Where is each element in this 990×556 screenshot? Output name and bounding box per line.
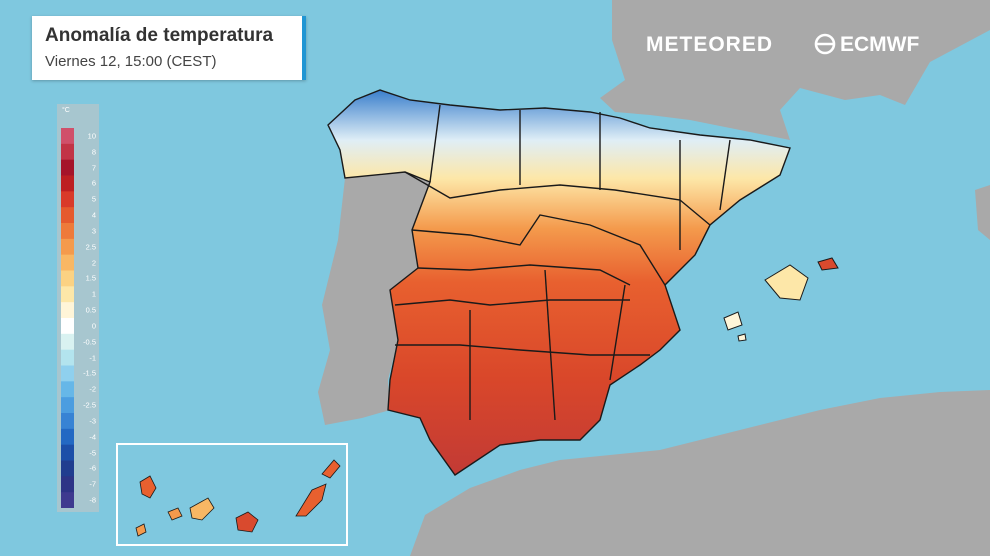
ecmwf-logo: ECMWF — [840, 33, 920, 56]
legend-swatch — [61, 365, 74, 382]
legend-label: 5 — [91, 194, 96, 204]
legend-swatch — [61, 175, 74, 192]
legend-swatch — [61, 191, 74, 208]
land-portugal — [318, 172, 430, 425]
legend-label: -0.5 — [83, 337, 96, 347]
legend-label: 0 — [91, 321, 96, 331]
legend-label: 1.5 — [85, 273, 96, 283]
legend-swatch — [61, 270, 74, 287]
ecmwf-logo-icon — [814, 33, 836, 55]
region-borders — [394, 104, 731, 421]
land-north-africa — [410, 390, 990, 556]
legend-label: -1.5 — [83, 368, 96, 378]
map-title: Anomalía de temperatura — [45, 25, 274, 46]
island-ibiza — [723, 311, 743, 331]
island-menorca — [817, 257, 839, 271]
legend-swatch — [61, 349, 74, 366]
legend-swatch — [61, 223, 74, 240]
legend-label: -1 — [89, 353, 96, 363]
legend-unit: °C — [62, 107, 70, 114]
island-formentera — [737, 333, 747, 342]
map-subtitle: Viernes 12, 15:00 (CEST) — [45, 53, 217, 70]
legend-label: -5 — [89, 448, 96, 458]
legend-label: -4 — [89, 432, 96, 442]
legend-label: -6 — [89, 463, 96, 473]
legend-swatch — [61, 318, 74, 335]
legend-label: 7 — [91, 163, 96, 173]
legend-label: 4 — [91, 210, 96, 220]
legend-swatch — [61, 254, 74, 271]
legend-swatch — [61, 476, 74, 493]
legend-swatch — [61, 207, 74, 224]
legend-label: -3 — [89, 416, 96, 426]
land-spain — [328, 90, 790, 475]
title-box: Anomalía de temperatura Viernes 12, 15:0… — [32, 16, 306, 80]
land-france — [600, 0, 990, 140]
canary-islands — [135, 459, 341, 537]
legend-swatch — [61, 444, 74, 461]
legend-swatch — [61, 333, 74, 351]
legend-label: 10 — [87, 131, 96, 141]
legend-swatch — [61, 159, 74, 176]
legend-swatch — [61, 413, 74, 430]
legend-swatch — [61, 238, 74, 256]
legend-swatch — [61, 428, 74, 446]
canary-islands-inset — [116, 443, 348, 546]
legend-swatch — [61, 143, 74, 161]
land-sardinia — [975, 185, 990, 240]
legend-swatch — [61, 128, 74, 145]
legend-swatch — [61, 302, 74, 319]
legend-label: -8 — [89, 495, 96, 505]
legend-label: 8 — [91, 147, 96, 157]
legend-label: 1 — [91, 289, 96, 299]
legend-label: 3 — [91, 226, 96, 236]
legend-label: 2 — [91, 258, 96, 268]
legend-label: -2.5 — [83, 400, 96, 410]
legend-swatch — [61, 397, 74, 414]
legend-label: 6 — [91, 178, 96, 188]
legend-label: -7 — [89, 479, 96, 489]
legend-swatch — [61, 492, 74, 508]
meteored-logo: METEORED — [646, 33, 774, 56]
legend-swatch — [61, 286, 74, 303]
legend-swatch — [61, 460, 74, 477]
legend-label: -2 — [89, 384, 96, 394]
legend-label: 2.5 — [85, 242, 96, 252]
island-mallorca — [764, 264, 809, 301]
legend-swatch — [61, 381, 74, 398]
legend-color-bar — [61, 128, 74, 508]
color-legend: °C 10 8 7 6 5 4 3 2.5 2 1.5 1 0.5 0 -0.5 -1 -1.5 -2 -2.5 -… — [57, 104, 99, 512]
legend-label: 0.5 — [85, 305, 96, 315]
